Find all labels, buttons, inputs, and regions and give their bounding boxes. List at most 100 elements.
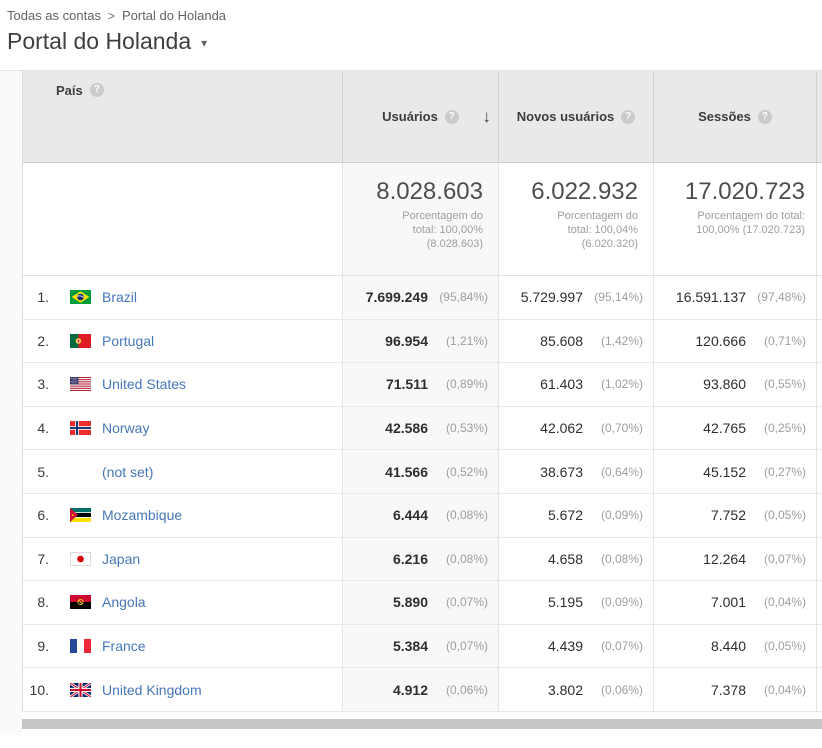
country-link[interactable]: Norway — [102, 420, 150, 437]
column-header-new-users[interactable]: Novos usuários ? — [498, 71, 653, 162]
sessions-value: 7.001 — [710, 594, 746, 611]
new-users-percent: (0,09%) — [600, 508, 643, 523]
new-users-cell: 38.673 (0,64%) — [498, 450, 653, 493]
new-users-cell: 42.062 (0,70%) — [498, 406, 653, 450]
column-header-country[interactable]: País ? — [23, 71, 342, 162]
country-link[interactable]: (not set) — [102, 463, 154, 480]
table-row: 4. Norway 42.586 (0,53%) 42.062 (0,70%) … — [23, 406, 822, 451]
users-value: 41.566 — [385, 463, 428, 480]
partial-cell — [816, 581, 822, 624]
france-flag-icon — [70, 639, 91, 654]
users-value: 5.384 — [392, 638, 428, 655]
new-users-cell: 5.729.997 (95,14%) — [498, 276, 653, 319]
sessions-cell: 12.264 (0,07%) — [653, 537, 816, 581]
partial-cell — [816, 493, 822, 537]
users-cell: 42.586 (0,53%) — [342, 406, 498, 450]
users-cell: 5.384 (0,07%) — [342, 624, 498, 668]
country-link[interactable]: Brazil — [102, 289, 138, 306]
sessions-percent: (0,04%) — [763, 595, 806, 610]
portugal-flag-icon — [70, 333, 91, 348]
country-cell: 3. United States — [23, 363, 342, 406]
users-percent: (0,07%) — [445, 595, 488, 610]
country-cell: 7. Japan — [23, 538, 342, 581]
sort-descending-icon[interactable]: ↓ — [482, 106, 492, 126]
users-value: 4.912 — [392, 681, 428, 698]
country-cell: 10. United Kingdom — [23, 668, 342, 711]
country-link[interactable]: Mozambique — [102, 507, 183, 524]
new-users-percent: (0,64%) — [600, 464, 643, 479]
users-cell: 6.216 (0,08%) — [342, 537, 498, 581]
users-percent: (0,08%) — [445, 508, 488, 523]
users-percent: (1,21%) — [445, 333, 488, 348]
sessions-cell: 7.001 (0,04%) — [653, 581, 816, 624]
sessions-cell: 16.591.137 (97,48%) — [653, 276, 816, 319]
scrollbar-thumb[interactable] — [22, 718, 822, 729]
help-icon[interactable]: ? — [621, 109, 636, 124]
users-percent: (0,07%) — [445, 639, 488, 654]
new-users-total-value: 6.022.932 — [531, 178, 638, 205]
chevron-down-icon: ▾ — [201, 36, 208, 50]
country-cell: 6. Mozambique — [23, 494, 342, 537]
totals-new-users: 6.022.932 Porcentagem do total: 100,04% … — [498, 163, 653, 275]
row-rank: 1. — [37, 289, 49, 306]
sessions-percent: (0,25%) — [763, 421, 806, 436]
sessions-value: 7.752 — [710, 507, 746, 524]
country-link[interactable]: United States — [102, 376, 187, 393]
users-value: 5.890 — [392, 594, 428, 611]
new-users-percent: (0,70%) — [600, 421, 643, 436]
users-value: 7.699.249 — [365, 289, 428, 306]
new-users-value: 85.608 — [540, 332, 583, 349]
help-icon[interactable]: ? — [757, 109, 772, 124]
sessions-cell: 7.378 (0,04%) — [653, 668, 816, 711]
country-cell: 4. Norway — [23, 407, 342, 450]
users-value: 42.586 — [385, 420, 428, 437]
column-header-users[interactable]: Usuários ? ↓ — [342, 71, 498, 162]
users-cell: 71.511 (0,89%) — [342, 363, 498, 406]
column-header-partial — [816, 71, 822, 162]
row-rank: 4. — [37, 420, 49, 437]
table-row: 5. (not set) 41.566 (0,52%) 38.673 (0,64… — [23, 450, 822, 494]
brazil-flag-icon — [70, 290, 91, 305]
sessions-value: 16.591.137 — [675, 289, 746, 306]
sessions-percent: (0,05%) — [763, 508, 806, 523]
sessions-percent: (0,71%) — [763, 333, 806, 348]
country-link[interactable]: France — [102, 638, 146, 655]
row-rank: 7. — [37, 550, 49, 567]
breadcrumb-all-accounts[interactable]: Todas as contas — [7, 8, 101, 23]
sessions-percent: (0,04%) — [763, 682, 806, 697]
partial-cell — [816, 276, 822, 319]
sessions-cell: 42.765 (0,25%) — [653, 406, 816, 450]
horizontal-scrollbar[interactable] — [22, 718, 822, 729]
japan-flag-icon — [70, 551, 91, 566]
sessions-value: 7.378 — [710, 681, 746, 698]
sessions-percent: (0,07%) — [763, 551, 806, 566]
column-header-sessions[interactable]: Sessões ? — [653, 71, 816, 162]
new-users-cell: 3.802 (0,06%) — [498, 668, 653, 711]
property-selector[interactable]: Portal do Holanda ▾ — [7, 28, 207, 55]
sessions-cell: 93.860 (0,55%) — [653, 363, 816, 406]
row-rank: 6. — [37, 507, 49, 524]
breadcrumb-current[interactable]: Portal do Holanda — [121, 8, 227, 23]
table-row: 8. Angola 5.890 (0,07%) 5.195 (0,09%) 7.… — [23, 581, 822, 625]
united-states-flag-icon — [70, 377, 91, 392]
new-users-percent: (0,07%) — [600, 639, 643, 654]
country-link[interactable]: United Kingdom — [102, 681, 202, 698]
partial-cell — [816, 450, 822, 493]
sessions-cell: 45.152 (0,27%) — [653, 450, 816, 493]
new-users-cell: 85.608 (1,42%) — [498, 319, 653, 363]
new-users-cell: 61.403 (1,02%) — [498, 363, 653, 406]
new-users-value: 3.802 — [547, 681, 583, 698]
country-link[interactable]: Angola — [102, 594, 146, 611]
users-total-value: 8.028.603 — [376, 178, 483, 205]
country-header-label: País — [56, 83, 83, 98]
united-kingdom-flag-icon — [70, 682, 91, 697]
totals-row: 8.028.603 Porcentagem do total: 100,00% … — [23, 163, 822, 276]
users-cell: 6.444 (0,08%) — [342, 493, 498, 537]
country-cell: 8. Angola — [23, 581, 342, 624]
help-icon[interactable]: ? — [89, 83, 104, 97]
help-icon[interactable]: ? — [444, 109, 459, 124]
row-rank: 5. — [37, 463, 49, 480]
sessions-value: 12.264 — [703, 550, 746, 567]
country-link[interactable]: Japan — [102, 550, 141, 567]
country-link[interactable]: Portugal — [102, 332, 155, 349]
